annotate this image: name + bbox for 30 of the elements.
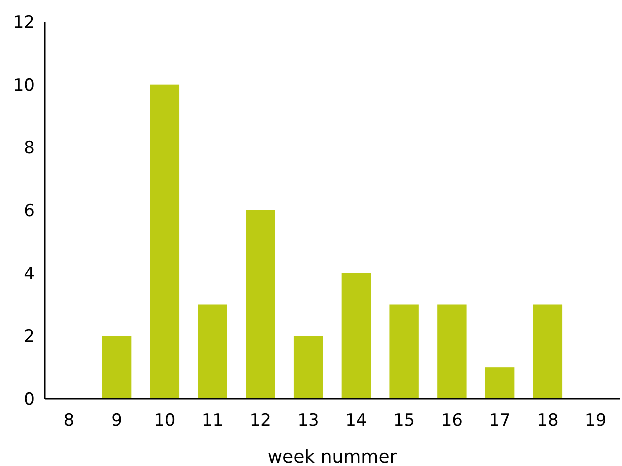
y-tick-label: 8 — [24, 138, 35, 159]
x-tick-label: 13 — [298, 411, 320, 431]
bar — [390, 304, 419, 399]
y-tick-label: 2 — [24, 327, 35, 348]
x-axis-title: week nummer — [268, 447, 398, 466]
x-tick-label: 10 — [154, 411, 176, 431]
bar — [102, 336, 132, 399]
x-tick-label: 19 — [585, 411, 607, 431]
y-tick-label: 0 — [24, 390, 35, 410]
y-tick-label: 10 — [13, 76, 35, 96]
x-tick-label: 8 — [64, 411, 75, 431]
x-tick-label: 11 — [202, 411, 224, 431]
x-tick-label: 15 — [393, 411, 416, 431]
bar — [342, 273, 372, 399]
x-tick-label: 12 — [250, 411, 272, 431]
x-tick-label: 17 — [489, 411, 511, 431]
y-tick-label: 6 — [24, 201, 35, 222]
bar — [246, 210, 276, 399]
x-tick-label: 18 — [537, 411, 559, 431]
bar — [485, 368, 515, 399]
bar — [294, 336, 324, 399]
bar — [438, 304, 467, 399]
x-tick-label: 9 — [112, 411, 122, 431]
bar — [533, 304, 563, 399]
y-tick-label: 12 — [13, 12, 35, 33]
bar — [198, 304, 228, 399]
y-tick-label: 4 — [24, 264, 35, 284]
x-tick-label: 14 — [346, 411, 368, 431]
x-tick-label: 16 — [441, 411, 464, 431]
bar — [150, 84, 180, 399]
